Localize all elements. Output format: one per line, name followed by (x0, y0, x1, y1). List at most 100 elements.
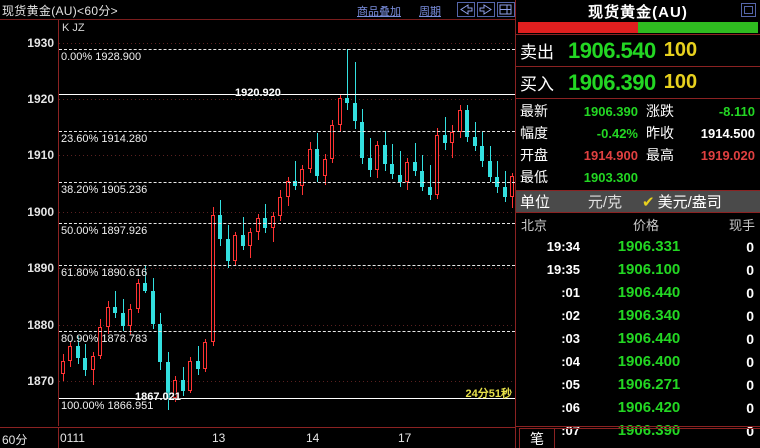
price-tick: 1910 (27, 148, 54, 163)
candle-body (121, 313, 125, 327)
candle-body (256, 218, 260, 233)
commodity-overlay-link[interactable]: 商品叠加 (357, 6, 401, 18)
stat-label: 开盘 (520, 147, 548, 163)
fib-line (59, 331, 515, 333)
tick-volume: 0 (746, 399, 754, 416)
tick-volume: 0 (746, 422, 754, 439)
chart-panel: 现货黄金(AU)<60分> 商品叠加 周期 1930 1920 1910 1900 18… (0, 0, 515, 448)
tick-row[interactable]: :06 1906.420 0 (516, 396, 760, 419)
chart-plot-area[interactable]: K JZ 0.00% 1928.900 23.60% 1914.280 38.20%… (58, 20, 515, 426)
timeframe-label: 60分 (2, 433, 28, 447)
price-axis: 1930 1920 1910 1900 1890 1880 1870 (0, 20, 58, 426)
tick-row[interactable]: :05 1906.271 0 (516, 373, 760, 396)
quote-title-row: 现货黄金(AU) (516, 0, 760, 22)
tick-row[interactable]: 19:35 1906.100 0 (516, 258, 760, 281)
tick-price: 1906.100 (617, 261, 681, 278)
candle-body (293, 181, 297, 186)
candle-body (83, 357, 87, 371)
tick-time: :02 (561, 308, 580, 323)
candle-body (136, 283, 140, 309)
stat-label: 最新 (520, 103, 548, 119)
layout-split-icon[interactable] (497, 2, 515, 17)
candle-body (203, 341, 207, 370)
tick-row[interactable]: 19:34 1906.331 0 (516, 235, 760, 258)
tick-time: :04 (561, 354, 580, 369)
candle-body (151, 290, 155, 324)
candle-wick (445, 116, 446, 150)
tick-volume: 0 (746, 307, 754, 324)
tick-price: 1906.440 (617, 330, 681, 347)
price-tick: 1920 (27, 91, 54, 106)
candle-body (443, 135, 447, 143)
price-tick: 1900 (27, 204, 54, 219)
tick-table-header: 北京 价格 现手 (516, 213, 760, 235)
stat-value: 1906.390 (583, 103, 638, 119)
candle-body (345, 98, 349, 104)
candle-body (315, 148, 319, 176)
unit-option-gram[interactable]: 元/克 (587, 194, 623, 211)
ask-label: 卖出 (520, 43, 554, 62)
unit-option-ounce[interactable]: ✔ 美元/盎司 (642, 191, 760, 212)
ask-volume: 100 (663, 39, 698, 61)
candle-wick (392, 144, 393, 179)
candle-wick (243, 217, 244, 251)
time-tick: 17 (398, 431, 412, 445)
fib-label: 100.00% 1866.951 (61, 400, 154, 413)
candle-wick (505, 171, 506, 202)
gridline (59, 380, 515, 382)
candle-wick (355, 61, 356, 130)
gridline (59, 155, 515, 157)
tick-row[interactable]: :04 1906.400 0 (516, 350, 760, 373)
bottom-price-label: 1867.021 (135, 390, 181, 403)
stat-value: -0.42% (596, 125, 638, 141)
period-link[interactable]: 周期 (419, 6, 441, 18)
candle-body (61, 360, 65, 375)
tick-time: 19:34 (546, 239, 580, 254)
quote-title: 现货黄金(AU) (588, 4, 688, 21)
stat-value: 1914.900 (583, 147, 638, 163)
candle-body (218, 215, 222, 239)
unit-selector[interactable]: 单位 元/克 ✔ 美元/盎司 (516, 190, 760, 213)
chart-header: 现货黄金(AU)<60分> 商品叠加 周期 (0, 0, 515, 20)
unit-check-icon: ✔ (642, 194, 655, 211)
time-tick: 14 (306, 431, 320, 445)
next-arrow-icon[interactable] (477, 2, 495, 17)
candle-body (390, 164, 394, 175)
candle-body (263, 218, 267, 229)
fib-line (59, 131, 515, 133)
tick-row[interactable]: :02 1906.340 0 (516, 304, 760, 327)
candle-body (428, 186, 432, 195)
candle-body (353, 103, 357, 122)
stat-label-2: 昨收 (646, 125, 674, 141)
tick-time: 19:35 (546, 262, 580, 277)
price-tick: 1880 (27, 317, 54, 332)
indicator-label: K JZ (62, 22, 85, 34)
candle-body (405, 162, 409, 183)
tick-volume: 0 (746, 261, 754, 278)
tab-bar-rule (555, 428, 760, 429)
tick-col-time: 北京 (521, 217, 548, 233)
candle-body (226, 238, 230, 261)
tick-row[interactable]: :01 1906.440 0 (516, 281, 760, 304)
price-tick: 1890 (27, 261, 54, 276)
fib-line (59, 223, 515, 225)
candle-body (450, 131, 454, 143)
restore-window-icon[interactable] (741, 3, 756, 17)
bid-row[interactable]: 买入 1906.390 100 (516, 66, 760, 98)
prev-arrow-icon[interactable] (457, 2, 475, 17)
tab-bi[interactable]: 笔 (519, 428, 555, 448)
candle-body (413, 162, 417, 172)
candle-body (143, 283, 147, 291)
axis-divider (58, 428, 59, 448)
candle-body (241, 235, 245, 246)
bid-label: 买入 (520, 75, 554, 94)
tick-price: 1906.340 (617, 307, 681, 324)
tick-row[interactable]: :03 1906.440 0 (516, 327, 760, 350)
candle-body (233, 235, 237, 261)
ask-row[interactable]: 卖出 1906.540 100 (516, 34, 760, 66)
tick-col-volume: 现手 (728, 217, 755, 233)
tick-volume: 0 (746, 238, 754, 255)
fib-label: 50.00% 1897.926 (61, 225, 148, 238)
fib-label: 61.80% 1890.616 (61, 266, 148, 279)
